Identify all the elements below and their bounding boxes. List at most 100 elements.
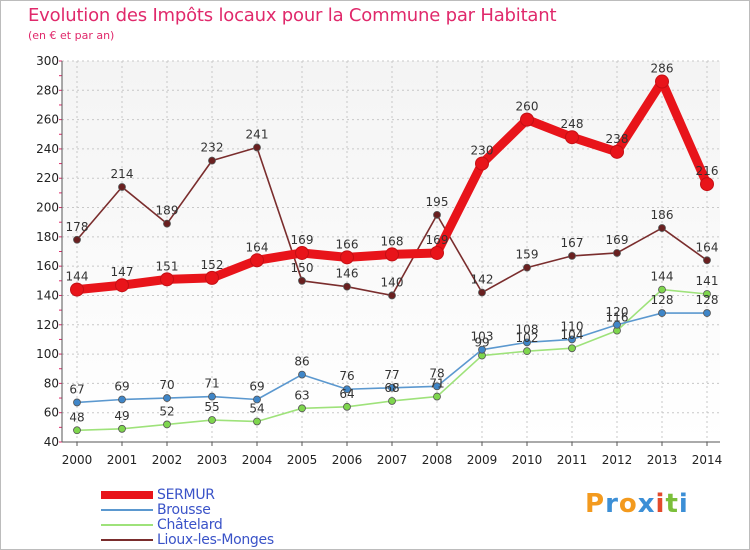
data-label-brousse: 67: [69, 382, 84, 396]
data-label-chatelard: 54: [249, 401, 264, 415]
y-tick-label: 220: [36, 171, 59, 185]
data-point-brousse: [703, 309, 711, 317]
data-label-sermur: 169: [426, 233, 449, 247]
y-tick-label: 200: [36, 201, 59, 215]
x-tick-label: 2013: [647, 453, 678, 467]
legend-label-brousse: Brousse: [157, 501, 211, 518]
data-label-chatelard: 52: [159, 404, 174, 418]
data-point-lioux-les-monges: [208, 156, 216, 165]
data-label-sermur: 230: [471, 144, 494, 158]
data-point-sermur: [295, 245, 309, 260]
data-label-chatelard: 99: [474, 336, 489, 350]
data-point-sermur: [115, 278, 129, 293]
legend-item-sermur[interactable]: SERMUR: [101, 487, 274, 503]
data-label-brousse: 70: [159, 378, 174, 392]
data-label-lioux-les-monges: 241: [246, 127, 269, 141]
data-point-lioux-les-monges: [658, 224, 666, 232]
data-point-chatelard: [703, 290, 711, 298]
data-point-brousse: [73, 398, 81, 407]
logo-letter: x: [637, 489, 656, 519]
data-point-chatelard: [208, 416, 216, 424]
legend-swatch-sermur: [101, 490, 153, 499]
logo-letter: P: [585, 489, 606, 519]
data-label-brousse: 120: [606, 305, 629, 319]
data-point-sermur: [565, 130, 579, 145]
data-point-brousse: [343, 385, 351, 394]
data-label-chatelard: 49: [114, 409, 129, 423]
x-tick-label: 2005: [287, 453, 318, 467]
data-point-chatelard: [658, 285, 666, 294]
data-label-sermur: 238: [606, 132, 629, 146]
legend-swatch-lioux-les-monges: [101, 538, 153, 541]
data-point-chatelard: [118, 424, 126, 433]
legend-item-chatelard[interactable]: Châtelard: [101, 516, 274, 533]
data-label-sermur: 152: [201, 258, 224, 272]
data-point-lioux-les-monges: [523, 263, 531, 272]
data-label-sermur: 216: [696, 164, 719, 178]
legend-swatch-brousse: [101, 508, 153, 511]
chart-subtitle: (en € et par an): [28, 29, 115, 42]
data-point-lioux-les-monges: [343, 282, 351, 291]
data-label-brousse: 78: [429, 366, 444, 380]
data-point-sermur: [160, 272, 174, 287]
data-point-sermur: [250, 253, 264, 268]
data-label-brousse: 77: [384, 368, 399, 382]
y-tick-label: 280: [36, 83, 59, 97]
y-tick-label: 60: [44, 406, 59, 420]
x-tick-label: 2007: [377, 453, 408, 467]
data-point-lioux-les-monges: [613, 249, 621, 257]
data-point-lioux-les-monges: [568, 251, 576, 260]
logo-letter: o: [618, 489, 638, 519]
proxiti-logo: Proxiti: [585, 489, 689, 519]
data-point-chatelard: [433, 392, 441, 401]
legend-item-brousse[interactable]: Brousse: [101, 501, 274, 518]
data-label-lioux-les-monges: 164: [696, 240, 719, 254]
data-labels: 178 214 189 232 241 150 146 140 195 142 159 167 169 1…: [66, 62, 719, 425]
data-label-chatelard: 63: [294, 388, 309, 402]
series-layer: [70, 74, 714, 435]
data-point-chatelard: [568, 344, 576, 353]
y-tick-label: 260: [36, 113, 59, 127]
logo-letter: i: [655, 489, 666, 519]
data-label-chatelard: 64: [339, 387, 354, 401]
data-label-lioux-les-monges: 186: [651, 208, 674, 222]
x-tick-label: 2009: [467, 453, 498, 467]
data-label-brousse: 86: [294, 355, 309, 369]
data-label-sermur: 248: [561, 117, 584, 131]
data-point-chatelard: [163, 420, 171, 429]
data-point-brousse: [208, 392, 216, 401]
data-label-brousse: 128: [651, 293, 674, 307]
legend-label-chatelard: Châtelard: [157, 516, 223, 533]
data-label-sermur: 151: [156, 259, 179, 273]
chart-title: Evolution des Impôts locaux pour la Comm…: [28, 5, 557, 26]
data-point-brousse: [118, 395, 126, 404]
y-tick-label: 80: [44, 376, 59, 390]
data-point-sermur: [655, 74, 669, 89]
legend-label-lioux-les-monges: Lioux-les-Monges: [157, 531, 274, 548]
data-label-sermur: 260: [516, 100, 539, 114]
data-label-sermur: 166: [336, 237, 359, 251]
data-point-sermur: [205, 270, 219, 285]
legend-item-lioux-les-monges[interactable]: Lioux-les-Monges: [101, 531, 274, 548]
data-point-brousse: [163, 394, 171, 402]
data-label-brousse: 108: [516, 322, 539, 336]
data-label-lioux-les-monges: 167: [561, 236, 584, 250]
x-tick-label: 2011: [557, 453, 588, 467]
data-point-chatelard: [253, 417, 261, 426]
x-tick-label: 2004: [242, 453, 273, 467]
data-label-chatelard: 116: [606, 311, 629, 325]
x-tick-label: 2003: [197, 453, 228, 467]
data-label-lioux-les-monges: 178: [66, 220, 89, 234]
x-tick-label: 2000: [62, 453, 93, 467]
data-label-brousse: 69: [114, 380, 129, 394]
data-point-sermur: [610, 144, 624, 159]
data-point-brousse: [568, 335, 576, 344]
data-point-sermur: [385, 247, 399, 262]
data-point-brousse: [298, 370, 306, 379]
x-tick-label: 2010: [512, 453, 543, 467]
data-label-lioux-les-monges: 232: [201, 141, 224, 155]
y-tick-label: 140: [36, 288, 59, 302]
x-tick-label: 2014: [692, 453, 723, 467]
data-point-brousse: [253, 395, 261, 404]
x-tick-label: 2008: [422, 453, 453, 467]
